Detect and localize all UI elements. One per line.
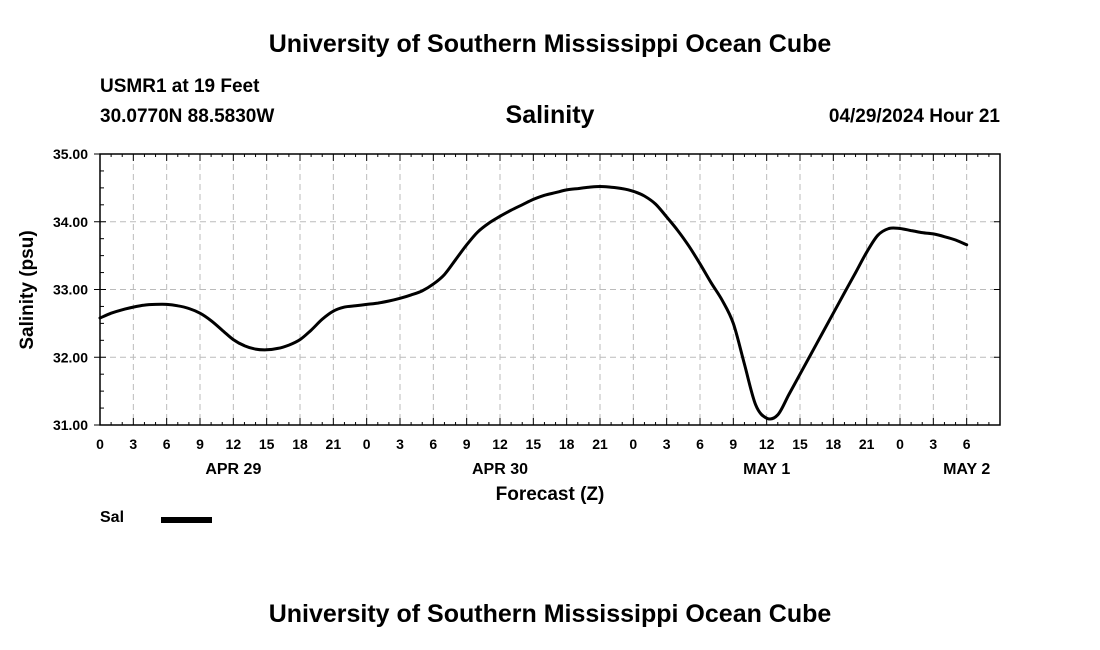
x-tick-label: 3 (663, 436, 671, 452)
x-tick-label: 15 (792, 436, 808, 452)
station-coordinates: 30.0770N 88.5830W (100, 106, 275, 127)
grid (100, 154, 1000, 425)
x-tick-label: 6 (696, 436, 704, 452)
legend-label: Sal (100, 509, 125, 526)
x-tick-label: 21 (326, 436, 342, 452)
y-tick-label: 33.00 (53, 282, 88, 298)
x-tick-label: 18 (559, 436, 575, 452)
x-tick-label: 0 (363, 436, 371, 452)
x-axis-label: Forecast (Z) (496, 484, 605, 505)
axis-ticks: 0 3 6 9 12 15 18 21 0 3 6 9 12 15 18 21 0 3 6 9 12 15 18 21 0 3 6 3… (53, 146, 1000, 478)
x-day-label: MAY 1 (743, 461, 790, 478)
x-tick-label: 12 (226, 436, 242, 452)
station-name: USMR1 at 19 Feet (100, 76, 260, 97)
x-tick-label: 12 (492, 436, 508, 452)
x-tick-label: 12 (759, 436, 775, 452)
x-tick-label: 3 (929, 436, 937, 452)
x-tick-label: 9 (463, 436, 471, 452)
footer-title: University of Southern Mississippi Ocean… (268, 600, 832, 628)
legend-line-icon (161, 517, 212, 523)
y-tick-label: 31.00 (53, 417, 88, 433)
forecast-datetime: 04/29/2024 Hour 21 (828, 106, 1000, 127)
y-axis-label: Salinity (psu) (17, 230, 38, 349)
main-title: University of Southern Mississippi Ocean… (268, 30, 832, 58)
x-day-label: APR 29 (205, 461, 261, 478)
y-tick-label: 34.00 (53, 214, 88, 230)
x-tick-label: 15 (259, 436, 275, 452)
x-tick-label: 3 (129, 436, 137, 452)
chart-title: Salinity (505, 101, 595, 129)
x-tick-label: 18 (826, 436, 842, 452)
x-tick-label: 0 (96, 436, 104, 452)
x-tick-label: 18 (292, 436, 308, 452)
x-tick-label: 21 (592, 436, 608, 452)
x-tick-label: 6 (429, 436, 437, 452)
x-tick-label: 6 (963, 436, 971, 452)
x-day-label: MAY 2 (943, 461, 990, 478)
x-tick-label: 0 (896, 436, 904, 452)
y-tick-label: 35.00 (53, 146, 88, 162)
x-tick-label: 15 (526, 436, 542, 452)
y-tick-label: 32.00 (53, 349, 88, 365)
x-tick-label: 9 (196, 436, 204, 452)
series-line-sal (98, 185, 969, 421)
x-tick-label: 6 (163, 436, 171, 452)
x-tick-label: 0 (629, 436, 637, 452)
x-tick-label: 3 (396, 436, 404, 452)
x-tick-label: 9 (729, 436, 737, 452)
x-tick-label: 21 (859, 436, 875, 452)
x-day-label: APR 30 (472, 461, 528, 478)
